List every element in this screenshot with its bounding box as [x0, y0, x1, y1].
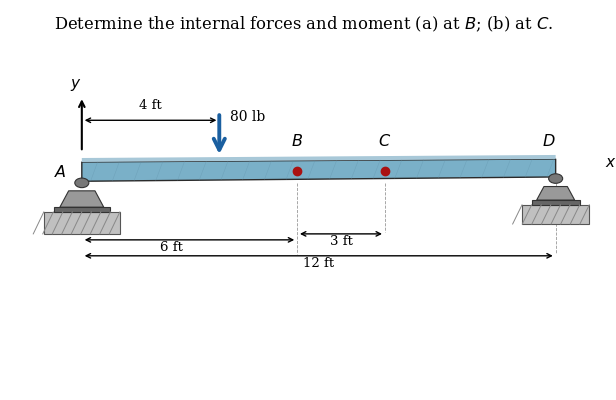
Text: Determine the internal forces and moment (a) at $\mathit{B}$; (b) at $\mathit{C}: Determine the internal forces and moment… — [54, 15, 554, 34]
Text: 12 ft: 12 ft — [303, 257, 334, 270]
Text: $A$: $A$ — [54, 164, 67, 180]
FancyBboxPatch shape — [44, 212, 120, 234]
Text: $x$: $x$ — [606, 156, 616, 170]
Text: $y$: $y$ — [70, 77, 82, 93]
Text: $C$: $C$ — [378, 133, 391, 150]
Polygon shape — [60, 191, 103, 207]
FancyBboxPatch shape — [532, 200, 580, 205]
Text: 4 ft: 4 ft — [139, 98, 162, 112]
Circle shape — [75, 178, 89, 188]
FancyBboxPatch shape — [522, 205, 590, 224]
Text: $D$: $D$ — [542, 133, 556, 150]
Circle shape — [549, 174, 562, 183]
Polygon shape — [537, 186, 575, 200]
Polygon shape — [82, 159, 556, 181]
Polygon shape — [82, 155, 556, 162]
FancyBboxPatch shape — [54, 207, 110, 212]
Text: 6 ft: 6 ft — [160, 241, 184, 254]
Text: 3 ft: 3 ft — [330, 235, 352, 248]
Text: $B$: $B$ — [291, 133, 303, 150]
Text: 80 lb: 80 lb — [230, 110, 265, 124]
